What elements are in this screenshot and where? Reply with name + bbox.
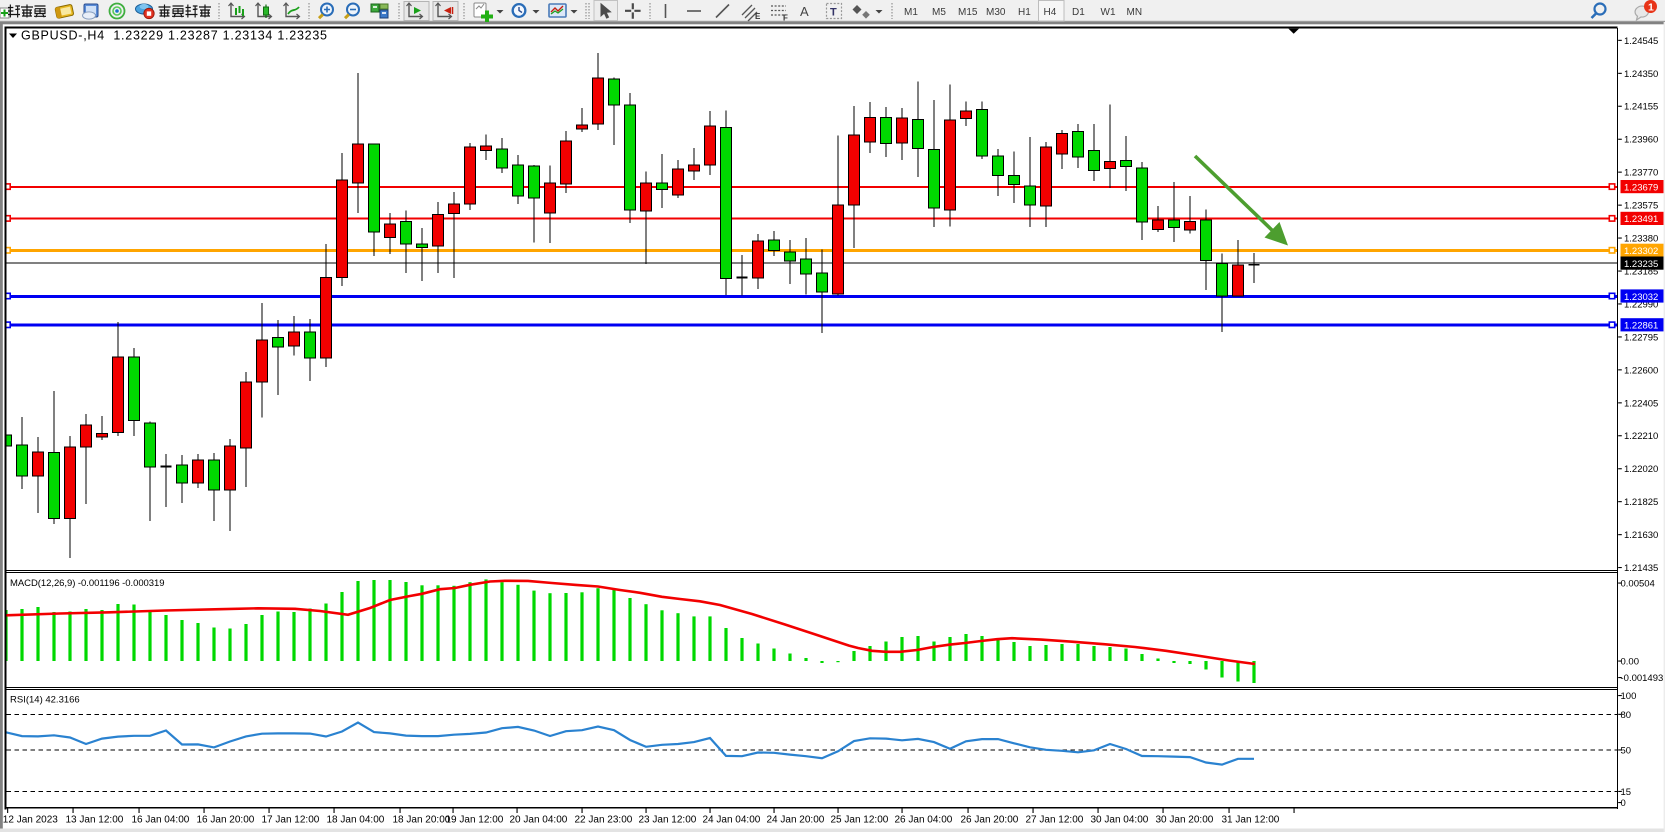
svg-text:30 Jan 20:00: 30 Jan 20:00 [1156,815,1214,826]
svg-text:16 Jan 04:00: 16 Jan 04:00 [132,815,190,826]
svg-text:1.22861: 1.22861 [1624,321,1658,332]
svg-text:19 Jan 12:00: 19 Jan 12:00 [446,815,504,826]
svg-text:1.22020: 1.22020 [1624,464,1658,475]
svg-text:20 Jan 04:00: 20 Jan 04:00 [510,815,568,826]
svg-text:1.21825: 1.21825 [1624,497,1658,508]
svg-text:RSI(14) 42.3166: RSI(14) 42.3166 [10,695,80,706]
svg-text:1.22600: 1.22600 [1624,365,1658,376]
svg-text:0.00504: 0.00504 [1621,579,1655,590]
svg-text:25 Jan 12:00: 25 Jan 12:00 [831,815,889,826]
svg-text:1.23302: 1.23302 [1624,246,1658,257]
svg-text:W1: W1 [1101,7,1116,18]
svg-text:1: 1 [1648,2,1654,14]
svg-text:15: 15 [1621,787,1632,798]
svg-text:1.24155: 1.24155 [1624,102,1658,113]
svg-text:M30: M30 [986,7,1006,18]
svg-text:T: T [830,7,837,19]
svg-text:17 Jan 12:00: 17 Jan 12:00 [262,815,320,826]
svg-text:1.23960: 1.23960 [1624,135,1658,146]
svg-text:1.22210: 1.22210 [1624,431,1658,442]
svg-text:H4: H4 [1044,7,1057,18]
svg-text:1.23185: 1.23185 [1624,267,1658,278]
svg-text:1.23032: 1.23032 [1624,292,1658,303]
svg-text:1.23491: 1.23491 [1624,214,1658,225]
svg-text:A: A [800,4,809,19]
svg-text:D1: D1 [1072,7,1085,18]
svg-text:H1: H1 [1018,7,1031,18]
svg-text:1.23235: 1.23235 [1624,259,1658,270]
svg-text:26 Jan 20:00: 26 Jan 20:00 [961,815,1019,826]
svg-text:1.24350: 1.24350 [1624,69,1658,80]
svg-text:12 Jan 2023: 12 Jan 2023 [3,815,58,826]
svg-text:1.21630: 1.21630 [1624,530,1658,541]
svg-text:22 Jan 23:00: 22 Jan 23:00 [575,815,633,826]
svg-text:1.22405: 1.22405 [1624,398,1658,409]
svg-text:E: E [755,12,761,21]
svg-text:M1: M1 [904,7,918,18]
svg-text:1.23575: 1.23575 [1624,201,1658,212]
svg-text:1.23380: 1.23380 [1624,234,1658,245]
svg-text:26 Jan 04:00: 26 Jan 04:00 [895,815,953,826]
svg-text:1.22795: 1.22795 [1624,332,1658,343]
svg-text:1.23770: 1.23770 [1624,168,1658,179]
svg-text:0.00: 0.00 [1621,657,1640,668]
svg-text:1.22990: 1.22990 [1624,299,1658,310]
svg-text:31 Jan 12:00: 31 Jan 12:00 [1222,815,1280,826]
svg-text:24 Jan 04:00: 24 Jan 04:00 [703,815,761,826]
svg-text:0: 0 [1621,798,1626,809]
svg-text:27 Jan 12:00: 27 Jan 12:00 [1026,815,1084,826]
svg-text:1.21435: 1.21435 [1624,563,1658,574]
svg-text:GBPUSD-,H4 1.23229 1.23287 1.: GBPUSD-,H4 1.23229 1.23287 1.23134 1.232… [21,29,328,43]
svg-text:1.23679: 1.23679 [1624,182,1658,193]
svg-text:M15: M15 [958,7,978,18]
svg-text:30 Jan 04:00: 30 Jan 04:00 [1091,815,1149,826]
svg-text:13 Jan 12:00: 13 Jan 12:00 [66,815,124,826]
svg-text:16 Jan 20:00: 16 Jan 20:00 [197,815,255,826]
svg-text:-0.001493: -0.001493 [1621,673,1664,684]
svg-text:80: 80 [1621,710,1632,721]
svg-text:24 Jan 20:00: 24 Jan 20:00 [767,815,825,826]
svg-text:100: 100 [1621,691,1637,702]
svg-text:MN: MN [1127,7,1143,18]
svg-text:M5: M5 [932,7,946,18]
svg-text:23 Jan 12:00: 23 Jan 12:00 [639,815,697,826]
svg-text:18 Jan 04:00: 18 Jan 04:00 [327,815,385,826]
svg-text:50: 50 [1621,745,1632,756]
svg-text:1.24545: 1.24545 [1624,36,1658,47]
svg-text:MACD(12,26,9) -0.001196 -0.000: MACD(12,26,9) -0.001196 -0.000319 [10,578,165,589]
svg-text:F: F [783,14,788,23]
svg-text:18 Jan 20:00: 18 Jan 20:00 [393,815,451,826]
